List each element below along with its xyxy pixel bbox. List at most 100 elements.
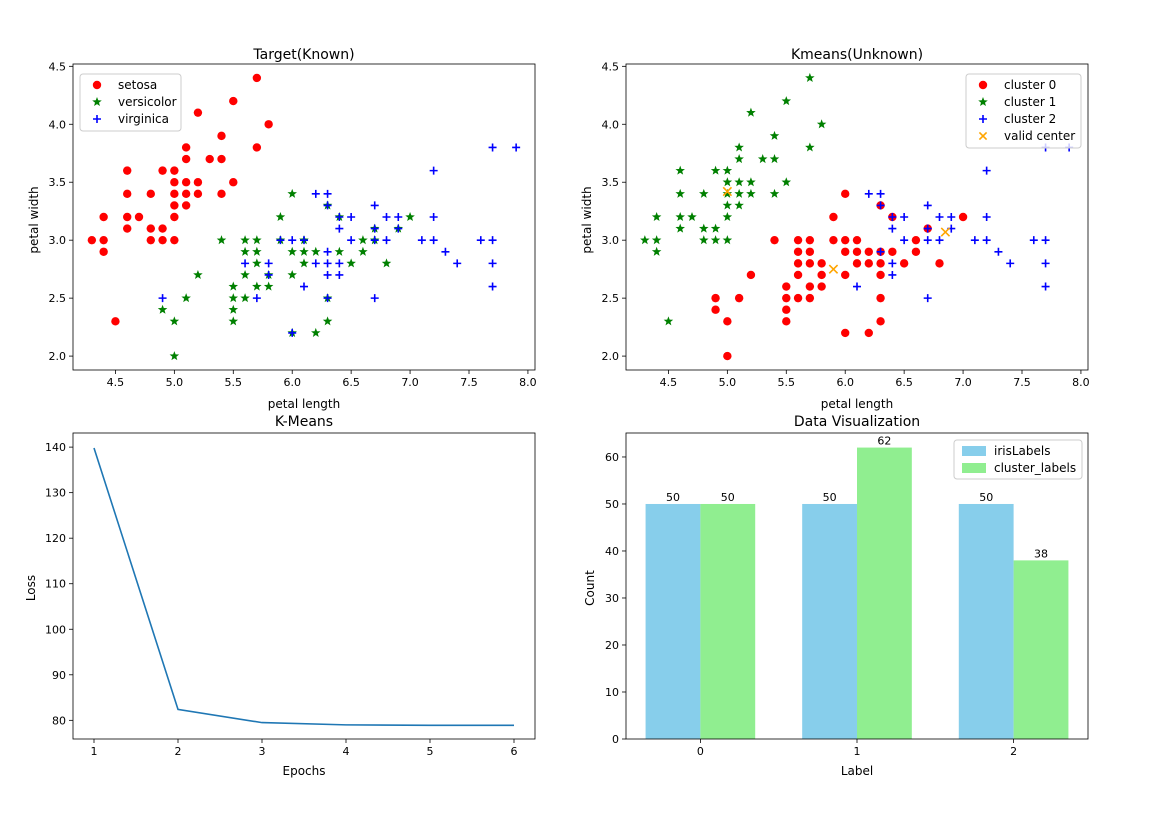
- point-virginica: [335, 224, 344, 233]
- point-cluster-2: [947, 213, 956, 221]
- point-virginica: [264, 259, 273, 268]
- point-versicolor: [381, 258, 392, 268]
- point-setosa: [193, 178, 203, 187]
- point-virginica: [441, 247, 450, 256]
- point-cluster-0: [711, 293, 720, 303]
- point-virginica: [488, 282, 497, 291]
- bar-value-label: 50: [721, 491, 735, 504]
- point-virginica: [323, 201, 332, 210]
- point-versicolor: [299, 258, 309, 268]
- point-setosa: [217, 189, 226, 199]
- point-cluster-1: [722, 200, 733, 210]
- scatter-target-known: Target(Known) petal length petal width 4…: [27, 47, 537, 411]
- point-cluster-0: [935, 259, 944, 268]
- point-cluster-0: [911, 247, 921, 256]
- point-cluster-2: [888, 259, 897, 268]
- point-cluster-0: [782, 282, 791, 291]
- point-cluster-2: [923, 236, 932, 245]
- point-setosa: [99, 247, 108, 256]
- point-virginica: [429, 166, 438, 175]
- point-cluster-0: [841, 189, 850, 199]
- x-tick-label: 6.0: [836, 376, 854, 389]
- legend-marker-cluster-1: [978, 97, 988, 107]
- point-versicolor: [240, 246, 250, 256]
- point-virginica: [512, 143, 521, 152]
- point-setosa: [123, 212, 132, 222]
- y-tick-label: 2.0: [49, 350, 67, 363]
- point-cluster-0: [746, 270, 756, 280]
- y-tick-label: 3.0: [49, 234, 67, 247]
- scatter-kmeans-unknown: Kmeans(Unknown) petal length petal width…: [580, 47, 1090, 411]
- point-setosa: [217, 154, 226, 164]
- point-virginica: [300, 282, 308, 291]
- y-tick-label: 4.0: [49, 118, 67, 131]
- y-tick-label: 60: [605, 451, 619, 464]
- point-virginica: [382, 213, 391, 221]
- bar-value-label: 50: [666, 491, 680, 504]
- point-virginica: [288, 328, 297, 337]
- point-virginica: [382, 236, 391, 245]
- point-cluster-2: [923, 294, 932, 303]
- legend-label-cluster-labels: cluster_labels: [994, 461, 1076, 475]
- point-cluster-0: [817, 259, 826, 268]
- point-cluster-1: [734, 188, 744, 198]
- point-virginica: [394, 224, 403, 233]
- point-cluster-0: [805, 259, 815, 268]
- point-virginica: [311, 189, 320, 198]
- legend-label-irislabels: irisLabels: [994, 444, 1050, 458]
- point-virginica: [453, 259, 462, 268]
- bar-irislabels-0: [645, 503, 701, 739]
- point-virginica: [323, 247, 332, 256]
- x-tick-label: 6: [511, 745, 518, 758]
- y-tick-label: 140: [45, 441, 66, 454]
- x-tick-label: 4.5: [660, 376, 678, 389]
- legend-label-cluster-2: cluster 2: [1004, 112, 1056, 126]
- x-tick-label: 2: [1010, 745, 1017, 758]
- point-virginica: [370, 236, 379, 245]
- point-versicolor: [275, 212, 286, 222]
- point-cluster-1: [640, 235, 650, 245]
- point-versicolor: [287, 269, 297, 279]
- point-cluster-2: [876, 189, 885, 198]
- point-setosa: [264, 120, 273, 129]
- point-cluster-1: [734, 200, 744, 210]
- point-setosa: [181, 189, 191, 199]
- y-tick-label: 0: [612, 733, 619, 746]
- y-tick-label: 3.0: [602, 234, 620, 247]
- point-versicolor: [358, 246, 368, 256]
- bar-irislabels-1: [802, 503, 857, 739]
- point-virginica: [276, 236, 285, 245]
- legend-label-valid-center: valid center: [1004, 129, 1075, 143]
- point-cluster-1: [663, 316, 674, 326]
- point-cluster-1: [722, 188, 733, 198]
- point-versicolor: [299, 246, 309, 256]
- point-cluster-1: [722, 235, 733, 245]
- point-versicolor: [252, 258, 262, 268]
- point-cluster-1: [699, 223, 709, 233]
- plot-title: K-Means: [275, 414, 333, 430]
- point-cluster-0: [841, 328, 850, 338]
- x-axis-label: petal length: [268, 397, 340, 411]
- point-virginica: [488, 143, 497, 152]
- bar-value-label: 38: [1034, 547, 1048, 560]
- point-cluster-0: [864, 247, 873, 256]
- point-setosa: [123, 166, 132, 175]
- plot-title: Kmeans(Unknown): [791, 47, 923, 63]
- point-setosa: [134, 212, 144, 222]
- y-tick-label: 3.5: [49, 176, 67, 189]
- point-setosa: [99, 235, 108, 245]
- point-virginica: [335, 259, 344, 268]
- point-virginica: [347, 236, 356, 245]
- y-tick-label: 4.5: [602, 60, 620, 73]
- point-virginica: [347, 213, 356, 221]
- point-cluster-0: [711, 305, 720, 314]
- point-cluster-0: [817, 282, 826, 291]
- point-virginica: [323, 270, 332, 279]
- bar-value-label: 50: [979, 491, 993, 504]
- point-virginica: [370, 224, 379, 233]
- legend-label-cluster-0: cluster 0: [1004, 78, 1056, 92]
- point-setosa: [252, 143, 262, 152]
- point-setosa: [158, 224, 167, 233]
- point-cluster-1: [710, 165, 721, 175]
